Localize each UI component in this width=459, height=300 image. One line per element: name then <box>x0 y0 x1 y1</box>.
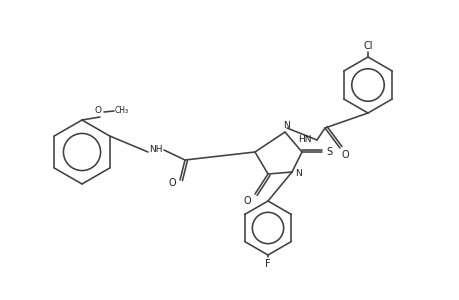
Text: NH: NH <box>149 145 162 154</box>
Text: O: O <box>341 150 348 160</box>
Text: HN: HN <box>297 134 311 143</box>
Text: O: O <box>168 178 175 188</box>
Text: CH₃: CH₃ <box>115 106 129 115</box>
Text: O: O <box>94 106 101 115</box>
Text: F: F <box>264 259 270 269</box>
Text: Cl: Cl <box>363 41 372 51</box>
Text: N: N <box>283 121 290 130</box>
Text: S: S <box>325 147 331 157</box>
Text: N: N <box>295 169 302 178</box>
Text: O: O <box>243 196 250 206</box>
